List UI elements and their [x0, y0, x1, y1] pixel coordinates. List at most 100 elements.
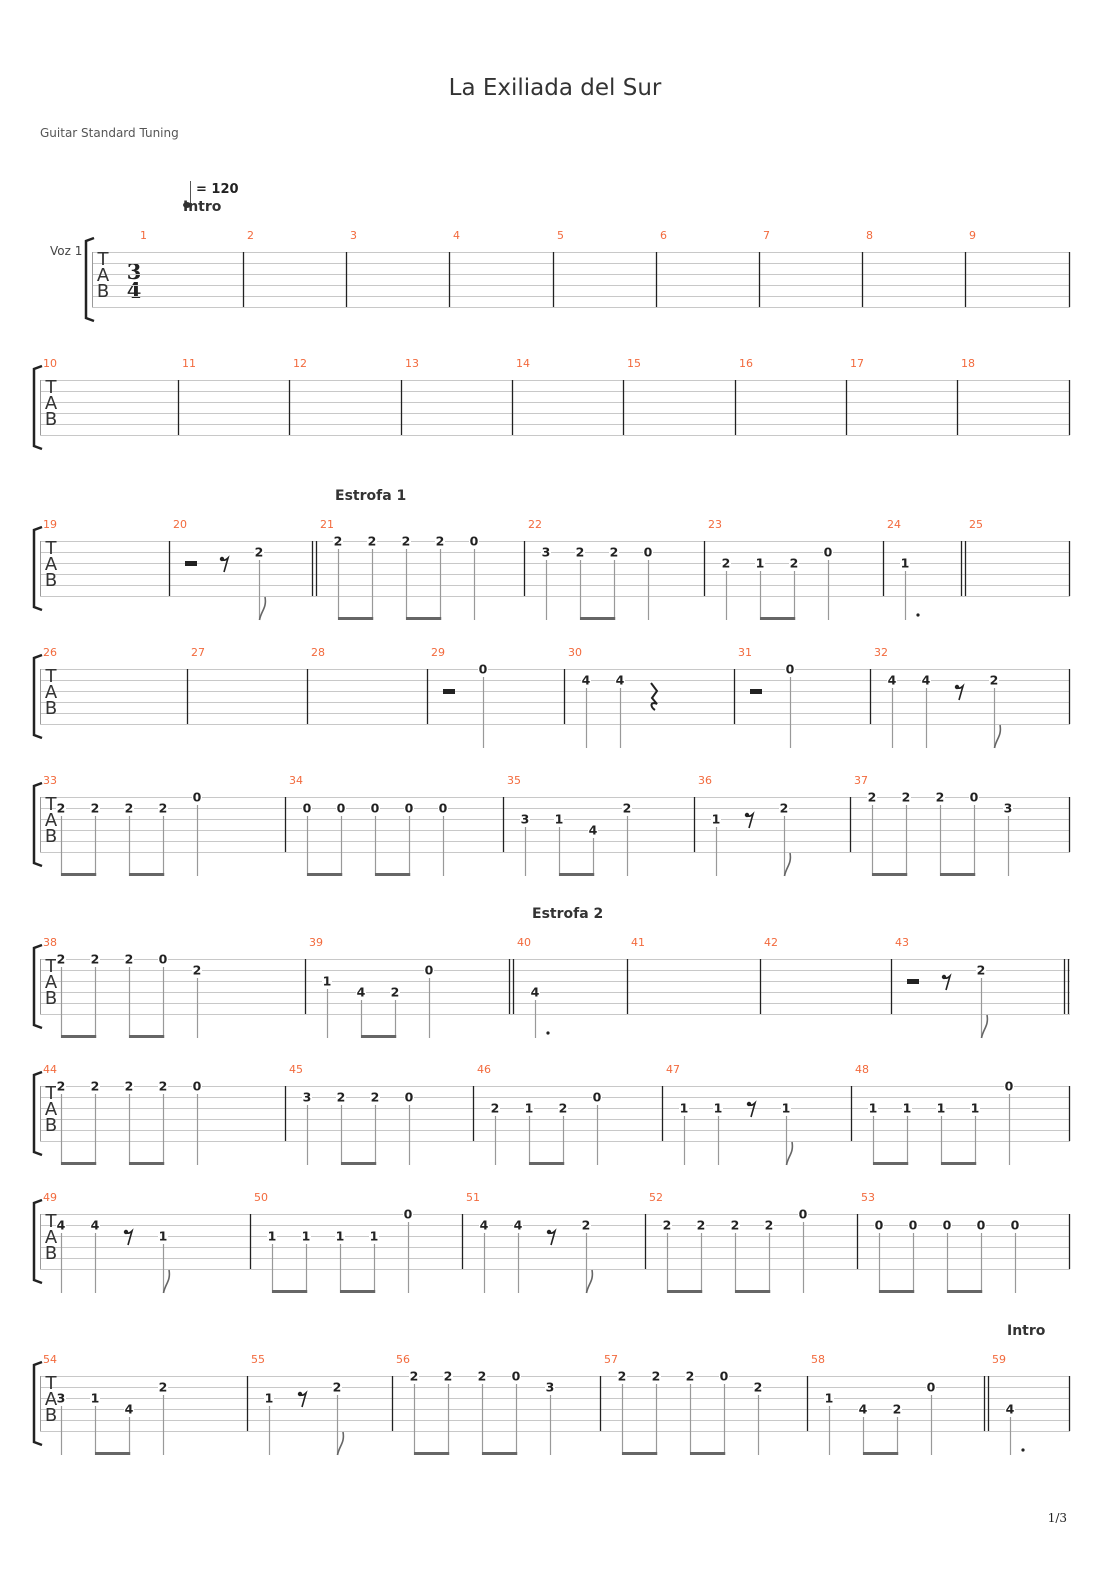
- fret-number: 2: [125, 952, 134, 967]
- fret-number: 3: [546, 1380, 555, 1395]
- measure-number: 23: [708, 518, 722, 531]
- fret-number: 1: [370, 1229, 379, 1244]
- eighth-flag: [258, 596, 267, 621]
- fret-number: 0: [977, 1218, 986, 1233]
- beam: [482, 1452, 518, 1455]
- fret-background: [976, 965, 986, 975]
- measure-number: 41: [631, 936, 645, 949]
- fret-number: 2: [754, 1380, 763, 1395]
- fret-background: [902, 1103, 912, 1113]
- tab-clef-letter: T: [45, 1211, 58, 1232]
- measure-number: 54: [43, 1353, 57, 1366]
- fret-background: [335, 1231, 345, 1241]
- tab-clef-letter: T: [45, 666, 58, 687]
- beam: [375, 873, 411, 876]
- eighth-rest-icon: [219, 555, 230, 573]
- beam: [941, 1162, 977, 1165]
- fret-number: 2: [57, 952, 66, 967]
- measure-number: 15: [627, 357, 641, 370]
- fret-number: 0: [644, 545, 653, 560]
- fret-number: 0: [404, 1207, 413, 1222]
- fret-number: 2: [623, 801, 632, 816]
- fret-number: 2: [780, 801, 789, 816]
- fret-number: 1: [159, 1229, 168, 1244]
- fret-background: [581, 675, 591, 685]
- eighth-rest-stroke: [943, 973, 952, 991]
- eighth-rest-icon: [297, 1390, 308, 1408]
- fret-number: 3: [57, 1391, 66, 1406]
- system-bracket: [32, 1070, 43, 1157]
- fret-number: 2: [576, 545, 585, 560]
- measure-number: 50: [254, 1191, 268, 1204]
- fret-background: [124, 1404, 134, 1414]
- beam: [129, 1035, 165, 1038]
- half-rest-icon: [907, 979, 919, 984]
- measure-number: 38: [43, 936, 57, 949]
- fret-background: [56, 803, 66, 813]
- system-bracket: [32, 1198, 43, 1285]
- beam: [760, 617, 796, 620]
- system-bracket: [32, 364, 43, 451]
- fret-number: 0: [470, 534, 479, 549]
- fret-background: [336, 803, 346, 813]
- tab-clef-letter: B: [45, 409, 57, 430]
- measure-number: 26: [43, 646, 57, 659]
- beam: [129, 1162, 165, 1165]
- fret-background: [192, 1081, 202, 1091]
- fret-background: [892, 1404, 902, 1414]
- measure-number: 58: [811, 1353, 825, 1366]
- tab-clef-letter: A: [45, 682, 58, 703]
- tab-clef-letter: A: [45, 810, 58, 831]
- fret-number: 0: [439, 801, 448, 816]
- system-bracket: [32, 943, 43, 1030]
- fret-background: [267, 1231, 277, 1241]
- half-rest-icon: [443, 689, 455, 694]
- fret-background: [158, 1382, 168, 1392]
- fret-background: [254, 547, 264, 557]
- fret-number: 4: [357, 985, 366, 1000]
- eighth-rest-stroke: [956, 683, 965, 701]
- fret-background: [558, 1103, 568, 1113]
- tab-clef-letter: T: [45, 538, 58, 559]
- eighth-rest-stroke: [125, 1228, 134, 1246]
- fret-number: 1: [323, 974, 332, 989]
- fret-background: [356, 987, 366, 997]
- fret-number: 2: [57, 1079, 66, 1094]
- beam: [863, 1452, 899, 1455]
- fret-background: [369, 1231, 379, 1241]
- fret-background: [921, 675, 931, 685]
- fret-number: 2: [402, 534, 411, 549]
- fret-number: 0: [371, 801, 380, 816]
- measure-number: 55: [251, 1353, 265, 1366]
- eighth-rest-stroke: [548, 1228, 557, 1246]
- half-rest-icon: [750, 689, 762, 694]
- tab-system: TAB 49 4 4 1 50 1 1 1 1 0 51 4 4 2 52 2 2 2 2 0 53 0 0 0 0 0: [32, 1191, 1071, 1294]
- tab-clef-letter: B: [45, 1405, 57, 1426]
- system-bracket: [32, 1360, 43, 1447]
- measure-number: 29: [431, 646, 445, 659]
- fret-number: 0: [970, 790, 979, 805]
- beam: [338, 617, 374, 620]
- fret-number: 1: [901, 556, 910, 571]
- fret-background: [908, 1220, 918, 1230]
- eighth-rest-icon: [746, 1100, 757, 1118]
- fret-background: [554, 814, 564, 824]
- fret-number: 4: [859, 1402, 868, 1417]
- fret-number: 0: [405, 1090, 414, 1105]
- fret-number: 4: [888, 673, 897, 688]
- fret-number: 2: [697, 1218, 706, 1233]
- fret-number: 2: [193, 963, 202, 978]
- fret-number: 0: [425, 963, 434, 978]
- fret-number: 4: [91, 1218, 100, 1233]
- beam: [940, 873, 976, 876]
- fret-background: [696, 1220, 706, 1230]
- fret-number: 1: [756, 556, 765, 571]
- fret-number: 2: [977, 963, 986, 978]
- eighth-rest-stroke: [221, 555, 230, 573]
- fret-number: 2: [893, 1402, 902, 1417]
- beam: [872, 873, 908, 876]
- tab-clef-letter: T: [45, 956, 58, 977]
